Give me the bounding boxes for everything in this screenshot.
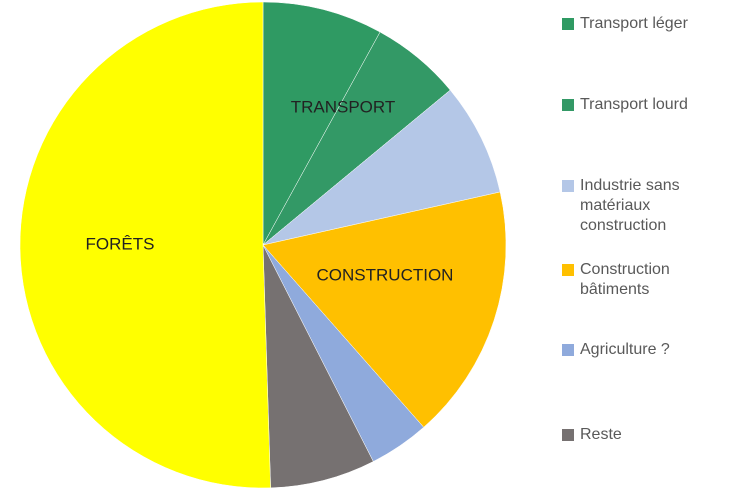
legend-entry: Agriculture ?	[562, 340, 715, 360]
chart: TRANSPORT CONSTRUCTION FORÊTS	[19, 1, 507, 489]
legend-label: Agriculture ?	[580, 341, 670, 358]
legend-entry: Transport lourd	[562, 95, 715, 115]
slice-annotation: CONSTRUCTION	[317, 265, 454, 284]
slice-annotation: FORÊTS	[86, 234, 155, 253]
legend-swatch	[562, 99, 574, 111]
legend-swatch	[562, 429, 574, 441]
pie-slice	[262, 244, 374, 489]
legend-entry: Reste	[562, 425, 715, 445]
pie-slice	[262, 1, 381, 246]
slice-annotation: TRANSPORT	[291, 97, 396, 116]
legend-swatch	[562, 180, 574, 192]
legend-entry: Transport léger	[562, 14, 715, 34]
legend-swatch	[562, 18, 574, 30]
pie-slice	[262, 89, 501, 246]
legend-swatch	[562, 264, 574, 276]
legend-entry: Construction bâtiments	[562, 260, 715, 300]
legend-entry: Industrie sans matériaux construction	[562, 176, 715, 236]
legend-label: Transport léger	[580, 15, 688, 32]
legend-label: Transport lourd	[580, 96, 688, 113]
pie-slice	[19, 1, 271, 489]
legend-label: Construction bâtiments	[580, 261, 670, 298]
legend-swatch	[562, 344, 574, 356]
legend-label: Reste	[580, 426, 622, 443]
pie-slice	[262, 191, 507, 428]
legend-label: Industrie sans matériaux construction	[580, 177, 680, 234]
